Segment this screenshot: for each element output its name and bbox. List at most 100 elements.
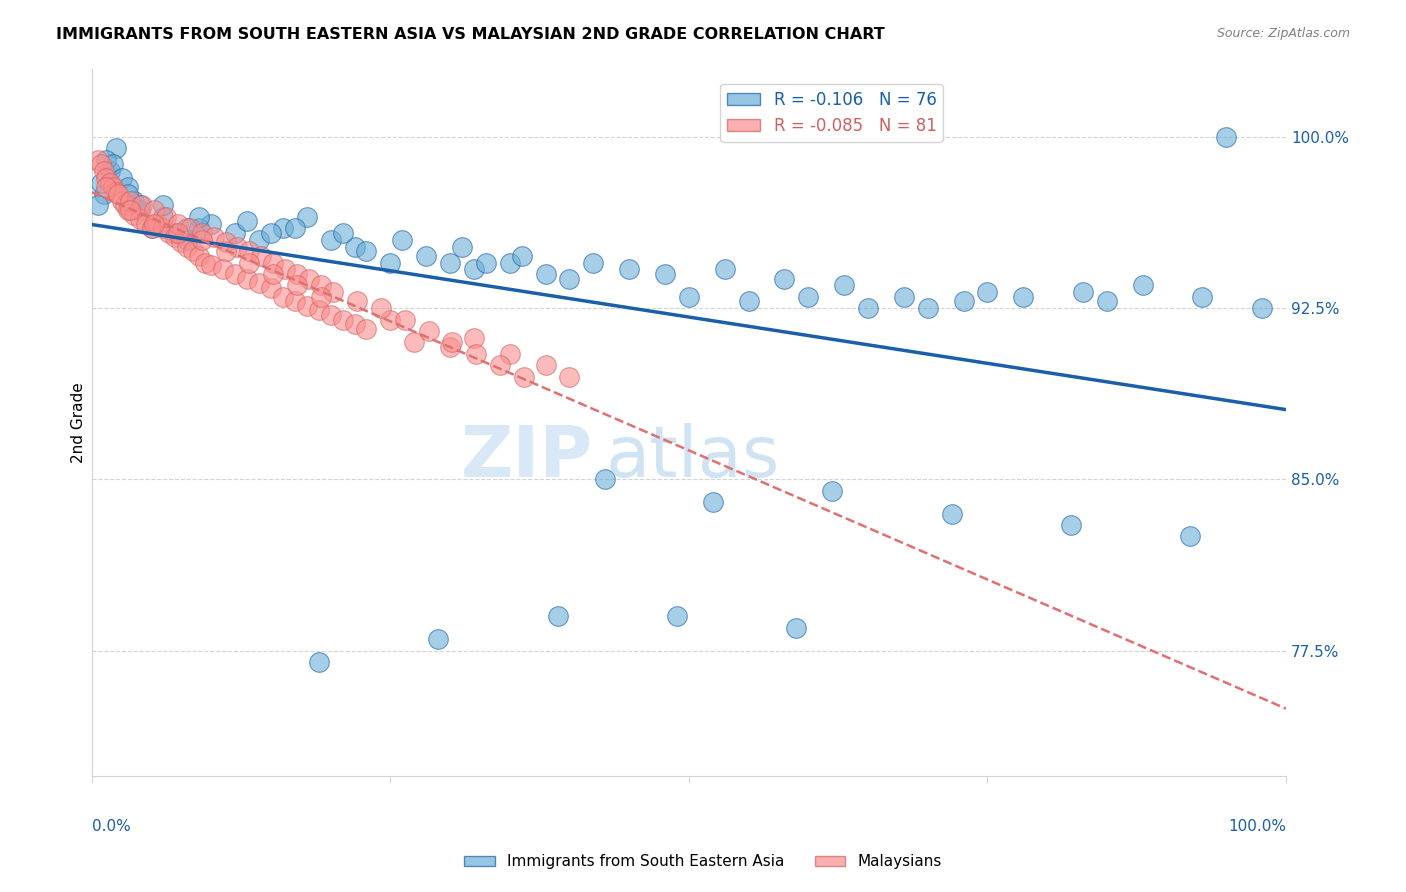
Point (427, 632, 450, 647)
Point (617, 262, 640, 277)
Point (200, 217, 222, 231)
Point (319, 233, 342, 247)
Point (93, 164, 115, 178)
Point (1215, 130, 1237, 145)
Point (202, 230, 225, 244)
Point (94, 180, 117, 194)
Point (370, 301, 392, 316)
Point (797, 290, 820, 304)
Point (104, 141, 127, 155)
Point (188, 221, 211, 235)
Point (654, 267, 676, 281)
Point (332, 226, 354, 240)
Point (678, 290, 700, 304)
Point (200, 258, 222, 272)
Point (475, 255, 498, 269)
Point (499, 255, 522, 269)
Point (309, 278, 332, 293)
Point (284, 294, 307, 309)
Point (87, 153, 110, 167)
Point (308, 655, 330, 669)
Point (98, 164, 121, 178)
Point (152, 221, 174, 235)
Point (87, 198, 110, 212)
Point (893, 290, 915, 304)
Point (356, 322, 378, 336)
Point (1180, 529, 1202, 543)
Point (547, 609, 569, 624)
Point (415, 249, 437, 263)
Point (1191, 290, 1213, 304)
Point (135, 217, 157, 231)
Point (94, 153, 117, 167)
Point (152, 198, 174, 212)
Point (128, 212, 150, 227)
Point (226, 239, 249, 253)
Point (103, 157, 125, 171)
Point (247, 233, 270, 247)
Point (856, 301, 879, 316)
Point (295, 210, 318, 224)
Point (190, 226, 212, 240)
Point (117, 202, 139, 217)
Point (441, 335, 464, 350)
Text: IMMIGRANTS FROM SOUTH EASTERN ASIA VS MALAYSIAN 2ND GRADE CORRELATION CHART: IMMIGRANTS FROM SOUTH EASTERN ASIA VS MA… (56, 27, 884, 42)
Point (534, 359, 557, 373)
Point (418, 324, 440, 338)
Point (1132, 278, 1154, 293)
Point (271, 221, 294, 235)
Point (170, 235, 193, 249)
Point (141, 221, 163, 235)
Legend: R = -0.106   N = 76, R = -0.085   N = 81: R = -0.106 N = 76, R = -0.085 N = 81 (720, 84, 943, 142)
Point (141, 221, 163, 235)
Point (111, 171, 134, 186)
Point (114, 198, 136, 212)
Point (142, 217, 165, 231)
Point (128, 202, 150, 217)
Point (146, 217, 169, 231)
Point (274, 262, 297, 277)
Point (152, 210, 174, 224)
Point (271, 290, 294, 304)
Y-axis label: 2nd Grade: 2nd Grade (72, 382, 86, 463)
Point (499, 347, 522, 361)
Point (214, 235, 236, 249)
Point (94, 171, 117, 186)
Point (702, 495, 724, 509)
Point (188, 210, 211, 224)
Point (194, 255, 217, 269)
Point (298, 271, 321, 285)
Point (513, 369, 536, 384)
Text: ZIP: ZIP (461, 423, 593, 492)
Point (391, 233, 413, 247)
Text: atlas: atlas (606, 423, 780, 492)
Point (166, 226, 188, 240)
Point (250, 249, 273, 263)
Point (1012, 290, 1035, 304)
Point (224, 267, 246, 281)
Point (451, 239, 474, 253)
Point (104, 185, 127, 199)
Text: Source: ZipAtlas.com: Source: ZipAtlas.com (1216, 27, 1350, 40)
Point (181, 244, 204, 259)
Point (917, 301, 939, 316)
Point (332, 312, 354, 326)
Point (510, 249, 533, 263)
Point (309, 290, 332, 304)
Point (439, 340, 461, 354)
Point (284, 221, 307, 235)
Point (93, 187, 115, 202)
Point (111, 194, 134, 208)
Point (118, 194, 141, 208)
Point (941, 507, 963, 521)
Point (558, 271, 581, 285)
Point (295, 299, 318, 313)
Point (165, 230, 187, 244)
Point (1251, 301, 1274, 316)
Point (785, 621, 807, 635)
Point (118, 202, 141, 217)
Point (346, 294, 368, 309)
Point (176, 233, 198, 247)
Point (107, 187, 129, 202)
Point (582, 255, 605, 269)
